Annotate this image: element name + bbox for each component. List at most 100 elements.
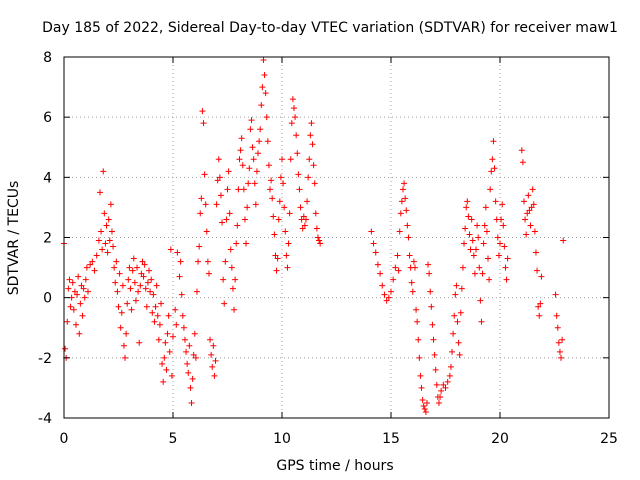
data-point <box>502 264 509 271</box>
data-point <box>374 261 381 268</box>
data-point <box>304 198 311 205</box>
data-point <box>192 354 199 361</box>
data-point <box>531 228 538 235</box>
chart-title: Day 185 of 2022, Sidereal Day-to-day VTE… <box>42 20 618 36</box>
data-point <box>84 288 91 295</box>
data-point <box>178 291 185 298</box>
data-point <box>185 369 192 376</box>
data-point <box>188 399 195 406</box>
data-point <box>529 186 536 193</box>
data-point <box>240 186 247 193</box>
data-point <box>71 288 78 295</box>
data-point <box>76 330 83 337</box>
data-point <box>229 285 236 292</box>
data-point <box>174 249 181 256</box>
data-point <box>89 258 96 265</box>
data-point <box>81 294 88 301</box>
data-point <box>212 357 219 364</box>
data-point <box>402 195 409 202</box>
data-point <box>403 207 410 214</box>
data-point <box>132 297 139 304</box>
data-point <box>203 228 210 235</box>
data-point <box>227 246 234 253</box>
axis-ticks: 0 5 10 15 20 25 -4 -2 0 2 4 6 8 <box>38 50 618 447</box>
data-point <box>64 318 71 325</box>
data-point <box>191 330 198 337</box>
data-point <box>153 282 160 289</box>
data-point <box>503 276 510 283</box>
data-point <box>215 156 222 163</box>
data-point <box>392 264 399 271</box>
data-point <box>162 339 169 346</box>
data-point <box>409 288 416 295</box>
data-point <box>444 378 451 385</box>
data-point <box>112 279 119 286</box>
data-point <box>500 222 507 229</box>
data-point <box>255 150 262 157</box>
x-tick-label: 20 <box>491 431 509 447</box>
data-point <box>381 291 388 298</box>
data-point <box>416 354 423 361</box>
data-point <box>167 246 174 253</box>
data-point <box>79 312 86 319</box>
data-series <box>61 57 567 415</box>
data-point <box>156 321 163 328</box>
data-point <box>184 360 191 367</box>
data-point <box>99 246 106 253</box>
data-point <box>139 258 146 265</box>
x-tick-label: 25 <box>600 431 618 447</box>
data-point <box>276 198 283 205</box>
data-point <box>202 201 209 208</box>
data-point <box>75 273 82 280</box>
data-point <box>559 336 566 343</box>
data-point <box>250 156 257 163</box>
data-point <box>383 297 390 304</box>
data-point <box>535 303 542 310</box>
data-point <box>289 96 296 103</box>
data-point <box>554 324 561 331</box>
data-point <box>465 213 472 220</box>
data-point <box>482 204 489 211</box>
data-point <box>425 261 432 268</box>
data-point <box>450 330 457 337</box>
data-point <box>454 318 461 325</box>
y-tick-label: 6 <box>43 110 52 126</box>
data-point <box>309 141 316 148</box>
data-point <box>437 393 444 400</box>
data-point <box>271 231 278 238</box>
data-point <box>464 198 471 205</box>
x-tick-label: 10 <box>273 431 291 447</box>
data-point <box>213 201 220 208</box>
data-point <box>113 258 120 265</box>
data-point <box>294 150 301 157</box>
data-point <box>423 399 430 406</box>
data-point <box>522 216 529 223</box>
data-point <box>239 162 246 169</box>
data-point <box>228 264 235 271</box>
data-point <box>534 267 541 274</box>
data-point <box>141 261 148 268</box>
data-point <box>234 222 241 229</box>
data-point <box>221 300 228 307</box>
data-point <box>527 222 534 229</box>
data-point <box>486 276 493 283</box>
data-point <box>504 255 511 262</box>
data-point <box>317 240 324 247</box>
data-point <box>243 240 250 247</box>
data-point <box>394 252 401 259</box>
data-point <box>168 372 175 379</box>
data-point <box>313 225 320 232</box>
data-point <box>82 276 89 283</box>
x-tick-label: 0 <box>60 431 69 447</box>
x-tick-label: 5 <box>169 431 178 447</box>
data-point <box>307 132 314 139</box>
data-point <box>225 168 232 175</box>
data-point <box>433 381 440 388</box>
data-point <box>518 147 525 154</box>
data-point <box>176 273 183 280</box>
data-point <box>257 126 264 133</box>
data-point <box>537 300 544 307</box>
data-point <box>118 309 125 316</box>
data-point <box>152 303 159 310</box>
data-point <box>525 192 532 199</box>
